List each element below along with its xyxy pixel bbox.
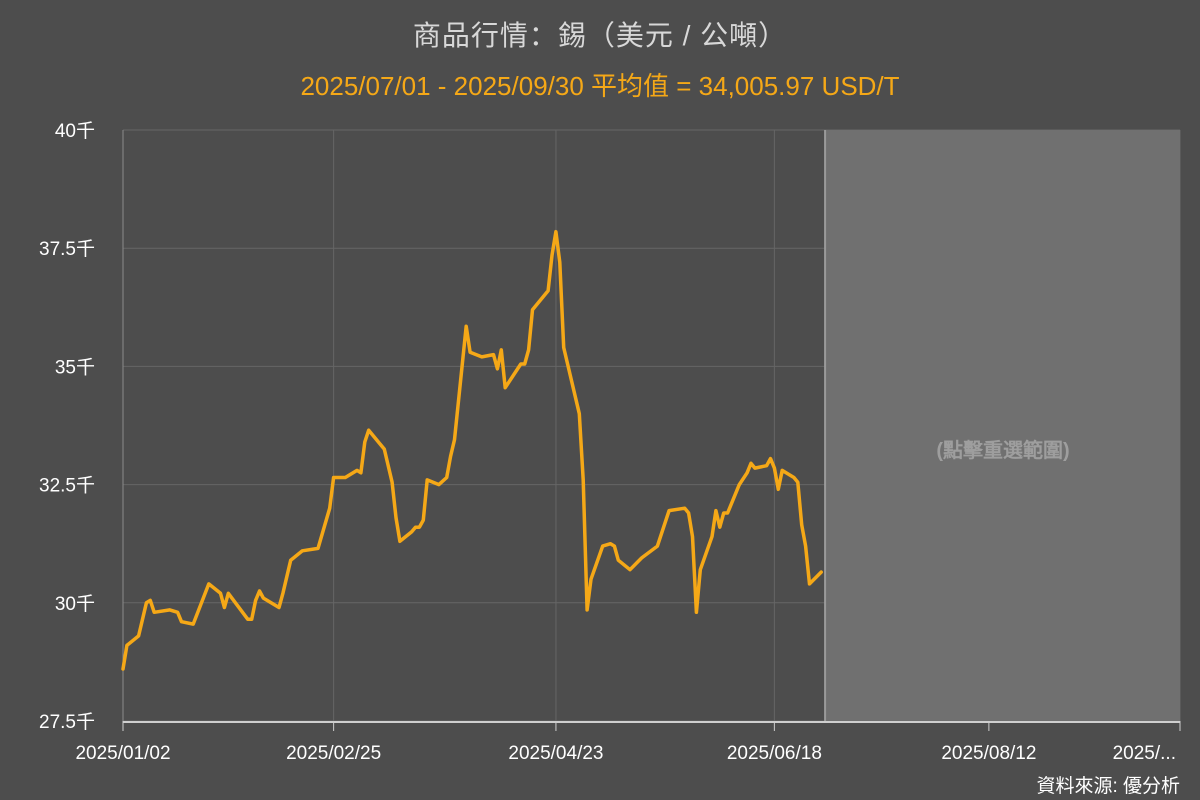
x-tick-label: 2025/06/18: [727, 743, 822, 764]
chart-subtitle: 2025/07/01 - 2025/09/30 平均值 = 34,005.97 …: [300, 71, 900, 101]
source-label: 資料來源: 優分析: [1036, 776, 1180, 797]
x-tick-label: 2025/...: [1113, 743, 1176, 764]
y-tick-label: 40千: [55, 120, 95, 142]
series-layer: [121, 229, 823, 671]
y-tick-label: 37.5千: [39, 238, 95, 260]
x-tick-label: 2025/02/25: [286, 743, 381, 764]
x-tick-label: 2025/08/12: [941, 743, 1036, 764]
series-line[interactable]: [121, 229, 823, 671]
selection-range[interactable]: [825, 130, 1180, 721]
y-tick-label: 30千: [55, 593, 95, 615]
axes: 27.5千 30千 32.5千 35千 37.5千 40千 2025/01/02 2025/0…: [39, 120, 1181, 764]
x-tick-label: 2025/01/02: [75, 743, 170, 764]
x-tick-label: 2025/04/23: [508, 743, 603, 764]
selection-hint[interactable]: (點擊重選範圍): [936, 438, 1069, 462]
y-tick-label: 35千: [55, 356, 95, 378]
y-tick-label: 32.5千: [39, 475, 95, 497]
y-tick-label: 27.5千: [39, 711, 95, 733]
chart-title: 商品行情：錫（美元 / 公噸）: [412, 20, 788, 51]
